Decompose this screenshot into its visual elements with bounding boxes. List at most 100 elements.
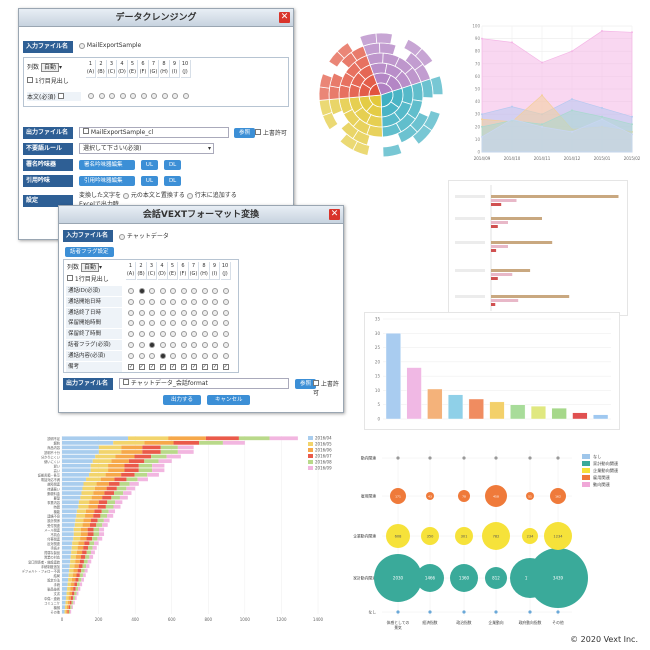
column-radio[interactable] bbox=[201, 352, 208, 359]
column-radio[interactable] bbox=[159, 309, 166, 316]
column-radio[interactable] bbox=[172, 93, 178, 99]
column-radio[interactable] bbox=[191, 309, 197, 316]
column-radio[interactable] bbox=[180, 309, 187, 316]
speaker-flag-button[interactable]: 話者フラグ設定 bbox=[65, 247, 114, 257]
column-radio[interactable] bbox=[201, 320, 208, 327]
overwrite-checkbox[interactable]: 上書許可 bbox=[313, 380, 339, 397]
column-radio[interactable] bbox=[138, 298, 145, 305]
column-checkbox[interactable]: ✓ bbox=[149, 363, 155, 370]
column-radio[interactable] bbox=[222, 320, 229, 327]
column-count-select[interactable]: 自動 bbox=[80, 263, 99, 272]
column-radio[interactable] bbox=[149, 288, 155, 294]
column-radio[interactable] bbox=[88, 93, 94, 99]
column-radio[interactable] bbox=[191, 298, 197, 305]
column-radio[interactable] bbox=[191, 331, 197, 338]
column-checkbox[interactable]: ✓ bbox=[128, 363, 134, 370]
column-radio[interactable] bbox=[128, 342, 134, 348]
column-radio[interactable] bbox=[130, 93, 136, 99]
column-radio[interactable] bbox=[138, 352, 145, 359]
column-radio[interactable] bbox=[138, 331, 145, 338]
column-radio[interactable] bbox=[212, 331, 218, 338]
quote-edit-button[interactable]: 引用吟味器編集 bbox=[79, 176, 135, 186]
column-radio[interactable] bbox=[149, 331, 155, 338]
quote-dl-button[interactable]: DL bbox=[163, 176, 182, 186]
column-radio[interactable] bbox=[138, 342, 145, 348]
column-radio[interactable] bbox=[222, 288, 229, 294]
column-radio[interactable] bbox=[149, 342, 155, 348]
column-checkbox[interactable]: ✓ bbox=[170, 363, 176, 370]
column-radio[interactable] bbox=[128, 309, 134, 316]
run-button[interactable]: 出力する bbox=[163, 395, 202, 405]
column-radio[interactable] bbox=[212, 288, 218, 294]
column-radio[interactable] bbox=[222, 342, 229, 348]
column-radio[interactable] bbox=[159, 298, 166, 305]
column-radio[interactable] bbox=[170, 352, 176, 359]
column-radio[interactable] bbox=[180, 288, 187, 294]
column-radio[interactable] bbox=[138, 309, 145, 316]
column-radio[interactable] bbox=[201, 309, 208, 316]
column-radio[interactable] bbox=[212, 352, 218, 359]
cancel-button[interactable]: キャンセル bbox=[206, 395, 251, 405]
close-icon[interactable]: ✕ bbox=[329, 209, 340, 220]
column-radio[interactable] bbox=[109, 93, 115, 99]
column-radio[interactable] bbox=[159, 288, 166, 294]
column-radio[interactable] bbox=[182, 93, 189, 99]
column-radio[interactable] bbox=[149, 352, 155, 359]
column-radio[interactable] bbox=[222, 352, 229, 359]
column-radio[interactable] bbox=[222, 309, 229, 316]
column-radio[interactable] bbox=[159, 331, 166, 338]
column-radio[interactable] bbox=[180, 342, 187, 348]
column-radio[interactable] bbox=[180, 320, 187, 327]
column-checkbox[interactable]: ✓ bbox=[212, 363, 218, 370]
column-radio[interactable] bbox=[212, 298, 218, 305]
column-radio[interactable] bbox=[149, 320, 155, 327]
column-radio[interactable] bbox=[170, 342, 176, 348]
overwrite-checkbox[interactable]: 上書許可 bbox=[255, 128, 287, 137]
column-radio[interactable] bbox=[191, 320, 197, 327]
column-radio[interactable] bbox=[161, 93, 168, 99]
column-radio[interactable] bbox=[191, 288, 197, 294]
column-radio[interactable] bbox=[159, 320, 166, 327]
column-radio[interactable] bbox=[212, 342, 218, 348]
browse-button[interactable]: 参照 bbox=[234, 128, 256, 138]
column-radio[interactable] bbox=[222, 331, 229, 338]
column-checkbox[interactable]: ✓ bbox=[138, 363, 145, 370]
column-radio[interactable] bbox=[170, 298, 176, 305]
column-radio[interactable] bbox=[128, 298, 134, 305]
column-checkbox[interactable]: ✓ bbox=[222, 363, 229, 370]
rule-select[interactable]: 選択して下さい(必須) ▾ bbox=[79, 143, 214, 154]
column-radio[interactable] bbox=[159, 352, 166, 359]
column-radio[interactable] bbox=[222, 298, 229, 305]
column-radio[interactable] bbox=[212, 320, 218, 327]
append-option[interactable]: 行末に追加する bbox=[186, 192, 237, 199]
column-radio[interactable] bbox=[170, 288, 176, 294]
column-radio[interactable] bbox=[180, 331, 187, 338]
column-radio[interactable] bbox=[159, 342, 166, 348]
column-radio[interactable] bbox=[191, 352, 197, 359]
column-radio[interactable] bbox=[138, 320, 145, 327]
column-radio[interactable] bbox=[170, 309, 176, 316]
column-checkbox[interactable]: ✓ bbox=[201, 363, 208, 370]
column-radio[interactable] bbox=[128, 288, 134, 294]
column-radio[interactable] bbox=[151, 93, 157, 99]
column-radio[interactable] bbox=[191, 342, 197, 348]
column-radio[interactable] bbox=[201, 288, 208, 294]
column-radio[interactable] bbox=[170, 320, 176, 327]
close-icon[interactable]: ✕ bbox=[279, 12, 290, 23]
output-file-input[interactable]: チャットデータ_会話format bbox=[119, 378, 289, 389]
column-radio[interactable] bbox=[201, 342, 208, 348]
column-radio[interactable] bbox=[128, 320, 134, 327]
column-radio[interactable] bbox=[140, 93, 147, 99]
first-row-header[interactable]: 1行目見出し bbox=[27, 76, 69, 85]
column-radio[interactable] bbox=[98, 93, 105, 99]
column-radio[interactable] bbox=[149, 309, 155, 316]
column-radio[interactable] bbox=[128, 331, 134, 338]
column-checkbox[interactable]: ✓ bbox=[191, 363, 197, 370]
browse-button[interactable]: 参照 bbox=[295, 379, 317, 389]
column-radio[interactable] bbox=[201, 331, 208, 338]
column-radio[interactable] bbox=[119, 93, 126, 99]
signature-edit-button[interactable]: 署名吟味器編集 bbox=[79, 160, 135, 170]
output-file-input[interactable]: MailExportSample_cl bbox=[79, 127, 229, 138]
column-radio[interactable] bbox=[138, 288, 145, 294]
column-radio[interactable] bbox=[180, 352, 187, 359]
